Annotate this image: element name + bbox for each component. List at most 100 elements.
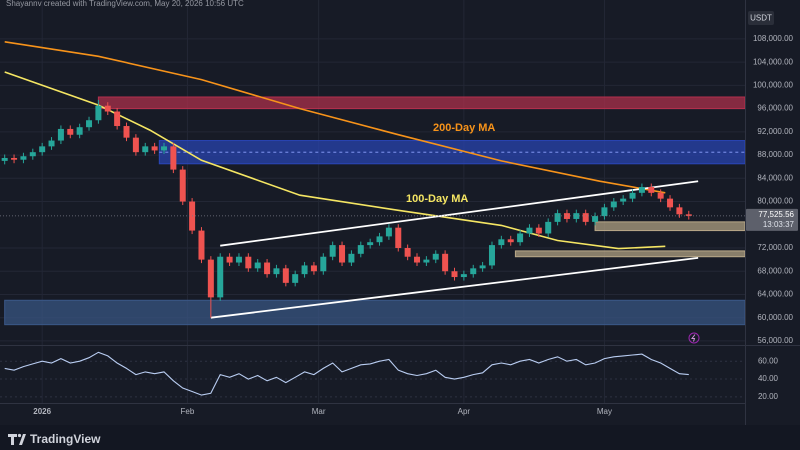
candle-body xyxy=(29,152,36,157)
zone xyxy=(4,299,746,326)
rsi-line xyxy=(4,351,689,396)
y-tick-label: 92,000.00 xyxy=(757,127,793,136)
zone xyxy=(514,250,746,258)
candle-body xyxy=(179,169,186,202)
rsi-tick-label: 20.00 xyxy=(758,392,779,401)
y-tick-label: 72,000.00 xyxy=(757,243,793,252)
zones xyxy=(4,96,746,326)
candle-body xyxy=(385,227,392,237)
rsi-pane xyxy=(0,351,745,398)
candle-body xyxy=(395,227,402,249)
y-tick-label: 88,000.00 xyxy=(757,150,793,159)
candle-body xyxy=(254,262,261,269)
logo-dot xyxy=(17,433,22,438)
candle-body xyxy=(310,265,317,272)
candle-body xyxy=(554,213,561,222)
candle-body xyxy=(114,111,121,127)
zone xyxy=(158,140,746,165)
zone xyxy=(594,221,746,232)
x-tick-label: 2026 xyxy=(33,407,51,416)
rsi-tick-label: 60.00 xyxy=(758,356,779,365)
candle-body xyxy=(479,265,486,269)
candle-body xyxy=(563,213,570,219)
candle-body xyxy=(657,192,664,199)
alert-icon xyxy=(688,332,700,344)
x-tick-label: Apr xyxy=(458,407,471,416)
candle-body xyxy=(620,198,627,202)
candle-body xyxy=(198,230,205,260)
candle-body xyxy=(39,146,46,153)
y-tick-label: 80,000.00 xyxy=(757,197,793,206)
candle-body xyxy=(339,245,346,263)
candle-body xyxy=(170,146,177,170)
candle-body xyxy=(76,127,83,135)
y-tick-label: 104,000.00 xyxy=(753,57,794,66)
alert-bolt xyxy=(691,334,696,342)
countdown: 13:03:37 xyxy=(763,220,795,229)
currency-box xyxy=(748,11,774,25)
candle-body xyxy=(610,201,617,208)
candle-body xyxy=(357,245,364,254)
candle-body xyxy=(442,253,449,272)
candle-body xyxy=(264,262,271,275)
candle-body xyxy=(142,146,149,153)
candle-body xyxy=(95,105,102,121)
candle-body xyxy=(245,256,252,269)
candle-body xyxy=(638,187,645,193)
y-tick-label: 56,000.00 xyxy=(757,336,793,345)
rsi-tick-label: 40.00 xyxy=(758,374,779,383)
candle-body xyxy=(207,259,214,298)
y-tick-label: 84,000.00 xyxy=(757,173,793,182)
candle-body xyxy=(460,274,467,278)
lines xyxy=(4,41,699,319)
candle-body xyxy=(376,236,383,243)
candle-body xyxy=(592,216,599,222)
x-tick-label: May xyxy=(597,407,612,416)
candle-body xyxy=(348,253,355,263)
candle-body xyxy=(667,198,674,208)
candle-body xyxy=(11,157,18,160)
candle-body xyxy=(57,128,64,141)
candle-body xyxy=(104,105,111,112)
candle-body xyxy=(282,268,289,283)
candle-body xyxy=(292,274,299,283)
x-tick-label: Feb xyxy=(181,407,195,416)
candle-body xyxy=(151,146,158,151)
candle-body xyxy=(217,256,224,298)
y-tick-label: 64,000.00 xyxy=(757,290,793,299)
candle-body xyxy=(329,245,336,257)
candle-body xyxy=(273,268,280,275)
candle-body xyxy=(648,187,655,193)
candle-body xyxy=(545,221,552,234)
candle-body xyxy=(123,126,130,138)
moving-average xyxy=(4,41,666,194)
candle-body xyxy=(601,207,608,217)
candles xyxy=(1,99,692,318)
y-tick-label: 96,000.00 xyxy=(757,104,793,113)
candle-body xyxy=(526,227,533,234)
y-tick-label: 108,000.00 xyxy=(753,34,794,43)
last-price-box xyxy=(746,208,798,231)
candle-body xyxy=(498,239,505,246)
candle-body xyxy=(301,265,308,275)
candle-body xyxy=(507,239,514,243)
logo-icon xyxy=(8,434,26,445)
ma-label: 100-Day MA xyxy=(406,193,468,205)
currency: USDT xyxy=(750,14,772,23)
footer-bar xyxy=(0,425,800,450)
candle-body xyxy=(517,233,524,243)
candle-body xyxy=(451,271,458,278)
candle-body xyxy=(414,256,421,263)
ma-label: 200-Day MA xyxy=(433,122,495,134)
brand-logo: TradingView xyxy=(8,432,101,446)
candle-body xyxy=(20,156,27,160)
x-tick-label: Mar xyxy=(312,407,326,416)
channel-line xyxy=(210,256,699,319)
y-tick-label: 68,000.00 xyxy=(757,266,793,275)
candle-body xyxy=(685,214,692,216)
candle-body xyxy=(535,227,542,234)
candle-body xyxy=(676,207,683,215)
candle-body xyxy=(423,259,430,263)
candle-body xyxy=(432,253,439,260)
